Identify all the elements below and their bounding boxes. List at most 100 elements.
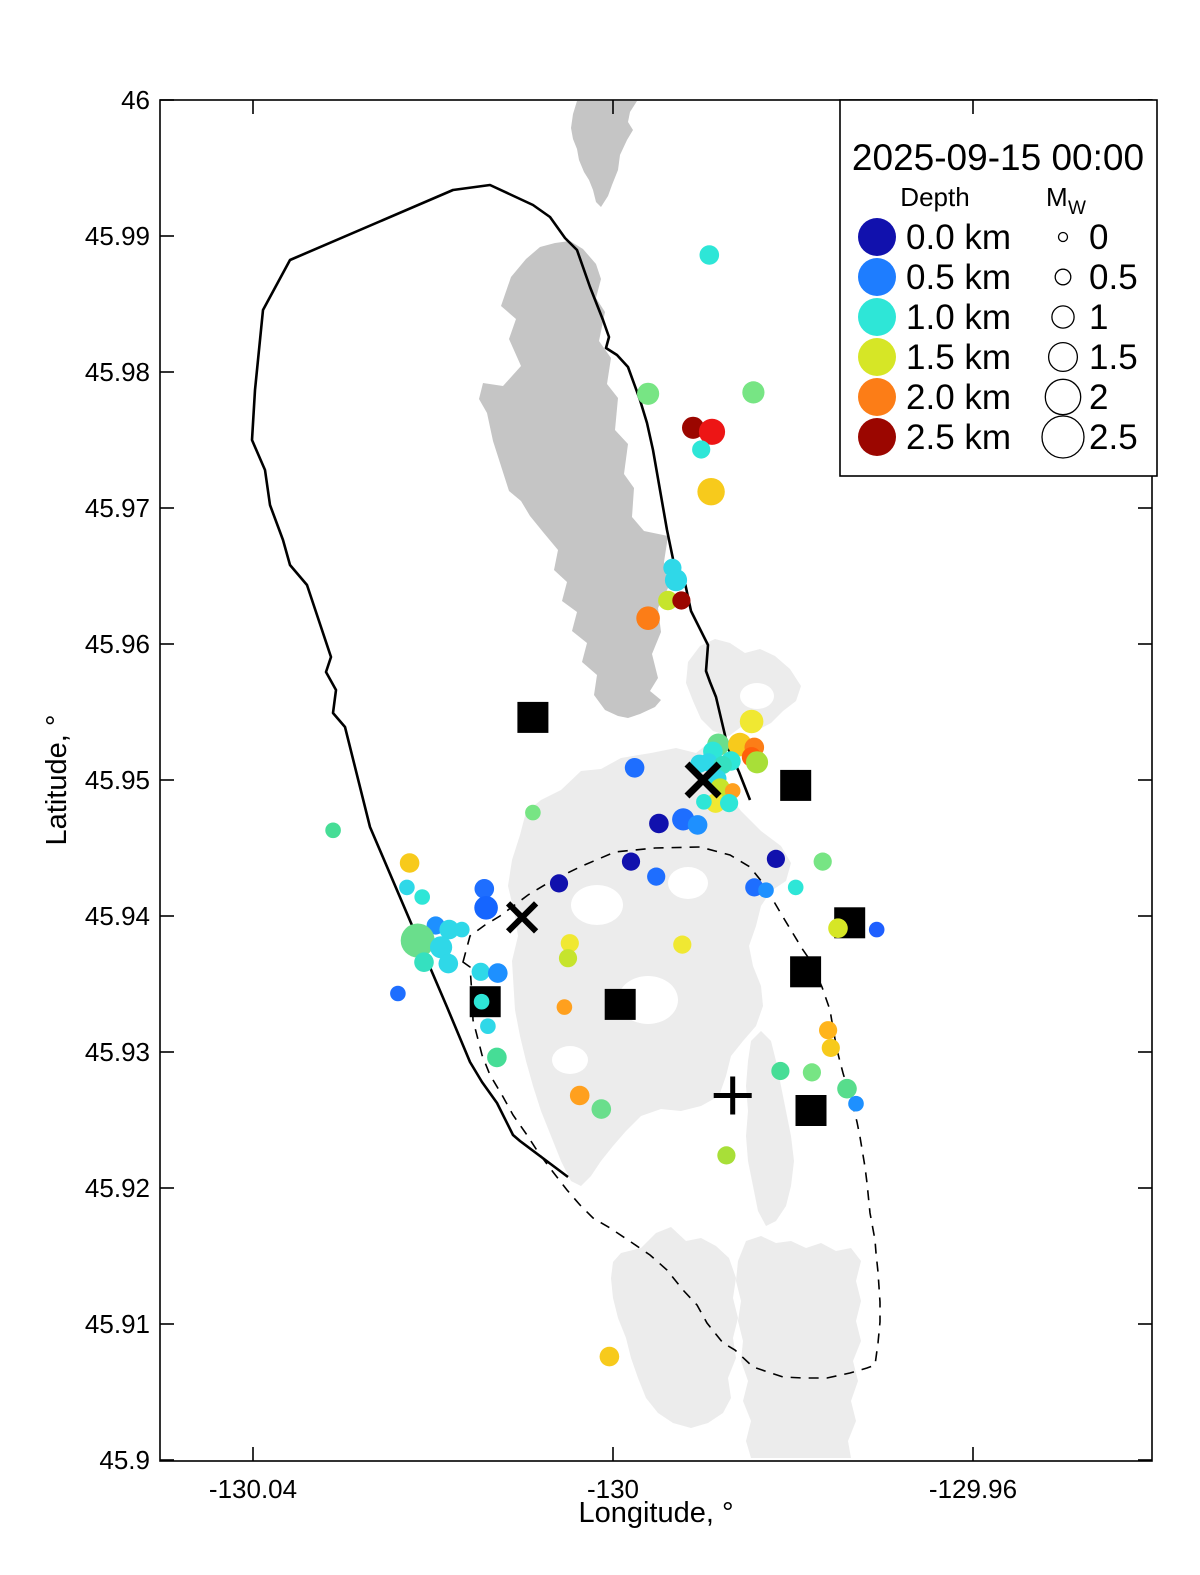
legend-mw-label: 0 <box>1089 218 1108 257</box>
legend-depth-swatch <box>858 338 896 376</box>
lava-flow-dark <box>479 241 668 718</box>
station-marker <box>790 956 822 988</box>
earthquake-dot <box>697 478 725 506</box>
y-axis-title: Latitude, ° <box>41 715 73 846</box>
station-markers <box>469 701 866 1126</box>
earthquake-dot <box>699 245 720 265</box>
y-tick-label: 45.99 <box>85 221 150 251</box>
y-tick-label: 45.97 <box>85 493 150 523</box>
vent-x-marker <box>684 761 722 799</box>
earthquake-dot <box>487 1047 507 1068</box>
earthquake-dot <box>717 1146 736 1165</box>
earthquake-dot <box>480 1018 496 1034</box>
earthquake-dot <box>599 1346 620 1367</box>
earthquake-dot <box>390 985 406 1002</box>
lava-flow-light <box>508 741 791 1186</box>
earthquake-dot <box>813 852 832 871</box>
earthquake-dot <box>868 921 885 938</box>
earthquake-dot <box>742 381 765 404</box>
earthquake-dot <box>399 879 415 896</box>
lava-flow-light <box>611 1227 738 1428</box>
earthquake-dot <box>766 849 786 869</box>
earthquake-dot <box>821 1038 840 1057</box>
legend-mw-header-sub: W <box>1068 198 1086 219</box>
lava-flow-hole <box>668 867 708 899</box>
y-tick-label: 45.93 <box>85 1037 150 1067</box>
legend-mw-swatch <box>1054 268 1072 286</box>
earthquake-dot <box>837 1078 857 1099</box>
lava-flow-hole <box>740 683 774 709</box>
earthquake-dot <box>438 953 459 974</box>
y-tick-label: 46 <box>121 85 150 115</box>
lava-flow-hole <box>552 1046 588 1074</box>
earthquake-dot <box>325 822 341 839</box>
earthquake-dot <box>720 794 739 813</box>
earthquake-dot <box>739 709 764 734</box>
legend-mw-swatch <box>1057 231 1069 243</box>
legend-mw-label: 2 <box>1089 378 1108 417</box>
earthquake-dot <box>569 1085 590 1106</box>
earthquake-dot <box>488 963 508 983</box>
legend-mw-label: 1.5 <box>1089 338 1138 377</box>
earthquake-dot <box>560 934 579 953</box>
earthquake-dot <box>549 874 569 893</box>
earthquake-dot <box>692 440 711 459</box>
legend-box <box>839 99 1158 477</box>
eruption-outline-dashed <box>462 846 881 1379</box>
earthquake-dot <box>525 804 541 821</box>
earthquake-dot <box>399 853 420 873</box>
vent-markers <box>505 761 752 1115</box>
legend-mw-label: 1 <box>1089 298 1108 337</box>
vent-plus-marker <box>713 1076 752 1115</box>
legend-depth-swatch <box>858 418 896 456</box>
earthquake-dot <box>819 1021 838 1040</box>
earthquake-dot <box>682 416 705 439</box>
earthquake-dot <box>591 1099 612 1119</box>
station-marker <box>795 1095 827 1126</box>
axes: -130.04 -130 -129.96 45.9 45.91 45.92 45.93 45.… <box>85 85 1153 1504</box>
legend-depth-label: 0.5 km <box>906 258 1011 297</box>
earthquake-dot <box>771 1061 790 1081</box>
legend-depth-label: 0.0 km <box>906 218 1011 257</box>
earthquake-dot <box>414 889 431 905</box>
earthquake-dot <box>672 591 691 610</box>
earthquake-dot <box>787 879 804 896</box>
earthquake-dot <box>454 921 470 938</box>
legend-mw-swatch <box>1044 378 1082 416</box>
legend-rows: 0.0 km 00.5 km 0.51.0 km 11.5 km 1.52.0 km 22… <box>858 218 1138 459</box>
legend-mw-label: 2.5 <box>1089 418 1138 457</box>
earthquake-dot <box>828 918 848 938</box>
legend-depth-label: 1.5 km <box>906 338 1011 377</box>
earthquake-dot <box>471 962 490 981</box>
y-tick-label: 45.91 <box>85 1309 150 1339</box>
legend-title: 2025-09-15 00:00 <box>852 137 1144 178</box>
earthquake-dot <box>673 935 692 954</box>
earthquake-dot <box>400 923 435 958</box>
lava-flow-light <box>736 1236 861 1458</box>
earthquake-dot <box>621 852 641 871</box>
legend-depth-label: 2.0 km <box>906 378 1011 417</box>
x-axis-title: Longitude, ° <box>578 1497 733 1529</box>
legend-depth-swatch <box>858 378 896 416</box>
y-tick-label: 45.96 <box>85 629 150 659</box>
y-tick-label: 45.94 <box>85 901 150 931</box>
earthquake-dot <box>848 1095 864 1112</box>
earthquake-dot <box>556 999 573 1015</box>
earthquake-dot <box>758 882 774 898</box>
legend-depth-label: 2.5 km <box>906 418 1011 457</box>
earthquake-dot <box>696 794 712 810</box>
y-tick-label: 45.9 <box>99 1445 150 1475</box>
legend-depth-swatch <box>858 298 896 336</box>
x-tick-label: -129.96 <box>929 1474 1017 1504</box>
earthquake-dot <box>647 867 666 886</box>
earthquake-dot <box>687 815 708 835</box>
earthquake-dot <box>637 382 660 405</box>
earthquake-dot <box>658 590 678 611</box>
legend-mw-swatch <box>1041 415 1085 459</box>
y-tick-label: 45.95 <box>85 765 150 795</box>
vent-x-marker <box>505 901 539 934</box>
earthquake-dot <box>473 993 490 1010</box>
legend-mw-swatch <box>1051 305 1075 329</box>
